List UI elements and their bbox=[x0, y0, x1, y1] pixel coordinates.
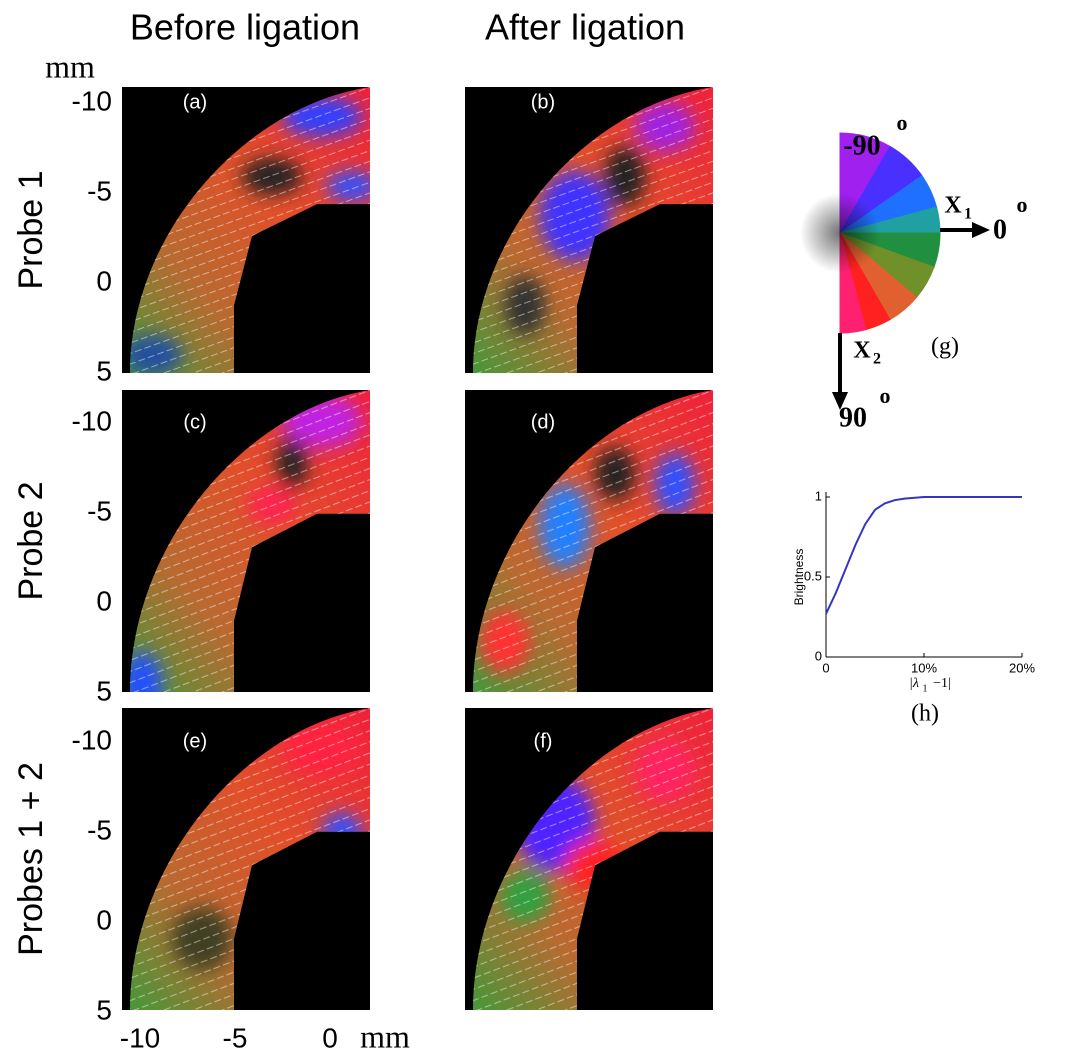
axis-name: X bbox=[853, 338, 871, 364]
y-tick-label: -5 bbox=[87, 495, 112, 526]
angle-label: -90 bbox=[843, 130, 880, 161]
axis-sub: 1 bbox=[964, 206, 972, 223]
axis-name: X bbox=[944, 193, 962, 219]
data-line bbox=[825, 496, 1022, 615]
x-tick-label: -10 bbox=[120, 1022, 160, 1053]
x-axis-label-end: −1| bbox=[933, 676, 951, 691]
row-label: Probe 1 bbox=[12, 170, 50, 289]
panel-label: (a) bbox=[183, 91, 207, 113]
y-tick-label: 0 bbox=[96, 585, 112, 616]
angle-label: 90 bbox=[839, 402, 867, 433]
x-tick-label: 10% bbox=[911, 660, 937, 675]
x-tick-label: 0 bbox=[822, 660, 829, 675]
panel-label: (d) bbox=[531, 411, 555, 433]
column-title: After ligation bbox=[485, 7, 685, 48]
y-tick-label: 1 bbox=[815, 488, 822, 503]
y-tick-label: 5 bbox=[96, 675, 112, 706]
y-tick-label: 5 bbox=[96, 994, 112, 1025]
panel-label: (b) bbox=[531, 91, 555, 113]
y-tick-label: 0.5 bbox=[804, 568, 822, 583]
angle-label: 0 bbox=[993, 214, 1007, 245]
y-axis-label: Brightness bbox=[792, 549, 806, 606]
y-tick-label: 0 bbox=[815, 648, 822, 663]
panel-label: (h) bbox=[911, 701, 939, 727]
y-unit: mm bbox=[45, 48, 95, 84]
row-label: Probe 2 bbox=[12, 481, 50, 600]
y-tick-label: -10 bbox=[72, 724, 112, 755]
panel-label: (e) bbox=[183, 730, 207, 752]
panel-label: (c) bbox=[183, 411, 206, 433]
degree-mark: o bbox=[880, 383, 891, 408]
degree-mark: o bbox=[1017, 192, 1028, 217]
x-axis-label: |λ bbox=[909, 676, 919, 691]
arrow-head bbox=[972, 222, 990, 238]
x-unit: mm bbox=[360, 1018, 410, 1054]
panel-label: (f) bbox=[534, 730, 553, 752]
degree-mark: o bbox=[897, 110, 908, 135]
y-tick-label: -5 bbox=[87, 175, 112, 206]
row-label: Probes 1 + 2 bbox=[12, 762, 50, 956]
x-tick-label: 0 bbox=[322, 1022, 338, 1053]
y-tick-label: -10 bbox=[72, 405, 112, 436]
y-tick-label: -10 bbox=[72, 85, 112, 116]
y-tick-label: -5 bbox=[87, 814, 112, 845]
axis-sub: 2 bbox=[873, 351, 881, 368]
x-tick-label: -5 bbox=[223, 1022, 248, 1053]
y-tick-label: 5 bbox=[96, 355, 112, 386]
arrow-head bbox=[832, 392, 848, 410]
column-title: Before ligation bbox=[130, 7, 360, 48]
y-tick-label: 0 bbox=[96, 265, 112, 296]
x-axis-label-sub: 1 bbox=[923, 683, 928, 694]
panel-label: (g) bbox=[931, 334, 959, 360]
x-tick-label: 20% bbox=[1009, 660, 1035, 675]
key-shade bbox=[800, 193, 880, 273]
y-tick-label: 0 bbox=[96, 904, 112, 935]
